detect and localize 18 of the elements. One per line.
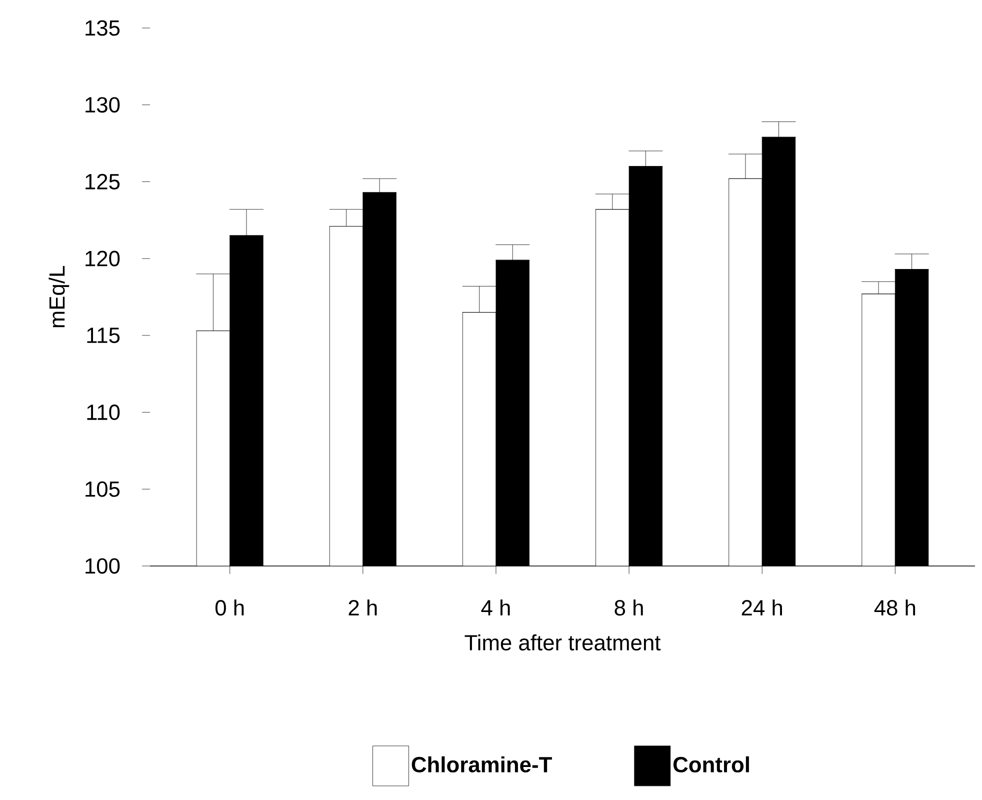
x-tick-label: 0 h bbox=[215, 599, 244, 616]
y-tick-label: 135 bbox=[86, 20, 120, 36]
y-axis-title: mEq/L bbox=[48, 266, 70, 328]
legend-label: Chloramine-T bbox=[412, 756, 552, 772]
legend-label: Control bbox=[673, 756, 749, 772]
x-tick-label: 8 h bbox=[614, 599, 643, 616]
x-tick-label: 4 h bbox=[481, 599, 510, 616]
x-axis-title: Time after treatment bbox=[464, 634, 661, 650]
x-tick-label: 24 h bbox=[742, 599, 782, 616]
y-tick-label: 100 bbox=[86, 558, 120, 574]
x-tick-label: 48 h bbox=[874, 599, 916, 616]
y-tick-label: 115 bbox=[87, 328, 120, 344]
y-tick-label: 125 bbox=[86, 174, 120, 190]
y-tick-label: 120 bbox=[86, 250, 120, 266]
y-tick-label: 105 bbox=[86, 481, 120, 497]
y-tick-label: 110 bbox=[87, 404, 120, 420]
y-tick-label: 130 bbox=[86, 97, 120, 113]
x-tick-label: 2 h bbox=[348, 599, 377, 616]
